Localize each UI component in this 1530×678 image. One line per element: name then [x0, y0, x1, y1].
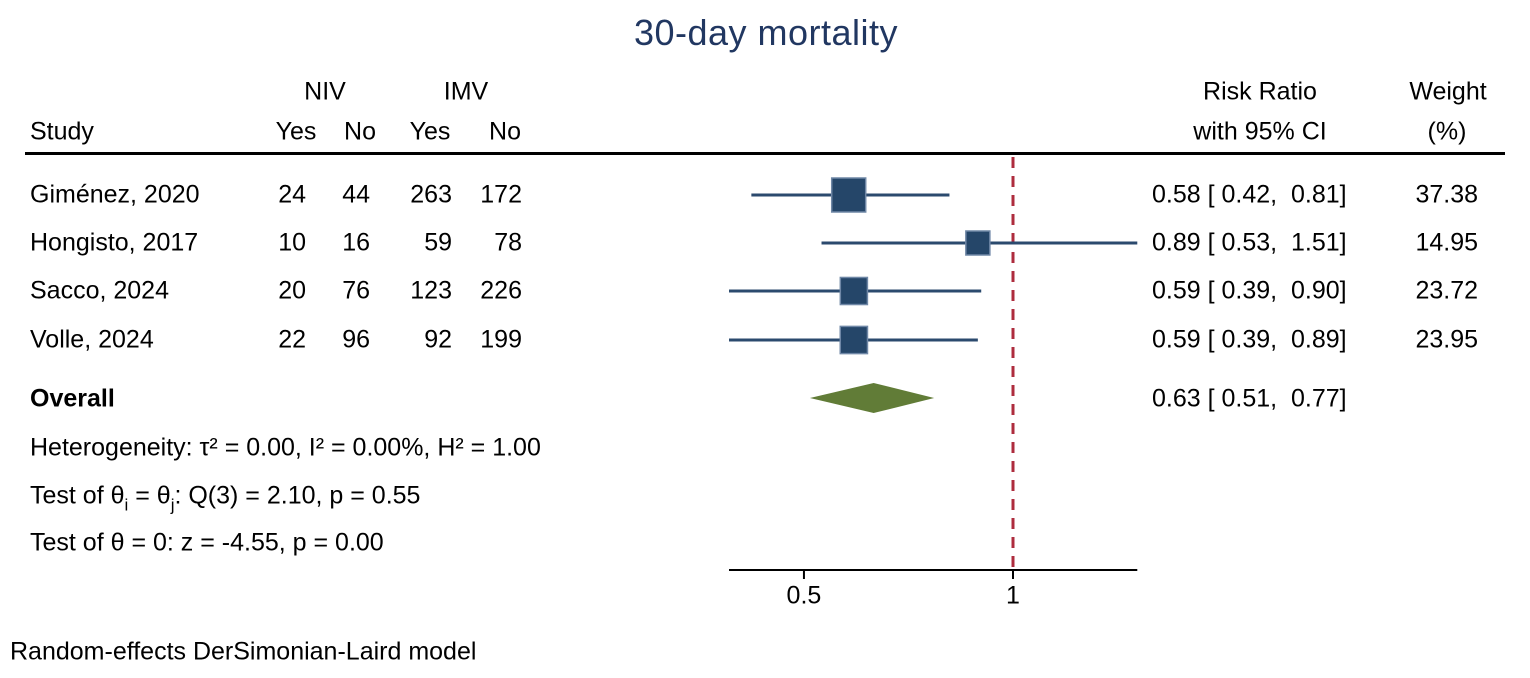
study-count: 76	[342, 276, 370, 305]
overall-label: Overall	[30, 384, 115, 413]
effect-square	[965, 230, 991, 256]
study-weight: 14.95	[1415, 228, 1478, 257]
header-divider	[25, 152, 1505, 155]
theta-subscript-j: j	[170, 495, 175, 515]
study-count: 24	[278, 180, 306, 209]
study-name: Hongisto, 2017	[30, 228, 199, 257]
overall-rr-value: 0.63 [ 0.51, 0.77]	[1152, 384, 1347, 413]
overall-diamond	[809, 383, 935, 413]
study-rr-value: 0.59 [ 0.39, 0.89]	[1152, 325, 1347, 354]
axis-tick-label: 0.5	[786, 581, 822, 610]
study-name: Giménez, 2020	[30, 180, 200, 209]
study-count: 96	[342, 325, 370, 354]
column-header-niv-yes: Yes	[275, 117, 317, 146]
study-count: 59	[424, 228, 452, 257]
axis-tick-label: 1	[1006, 581, 1020, 610]
study-count: 22	[278, 325, 306, 354]
column-header-imv-yes: Yes	[409, 117, 451, 146]
effect-square	[830, 177, 867, 213]
column-header-study: Study	[30, 117, 94, 146]
study-count: 44	[342, 180, 370, 209]
study-weight: 23.72	[1415, 276, 1478, 305]
column-header-weight: Weight	[1409, 77, 1487, 106]
model-note: Random-effects DerSimonian-Laird model	[10, 637, 477, 666]
theta-subscript-i: i	[124, 495, 129, 515]
study-weight: 23.95	[1415, 325, 1478, 354]
column-header-niv-no: No	[344, 117, 376, 146]
effect-square	[839, 276, 869, 306]
study-rr-value: 0.89 [ 0.53, 1.51]	[1152, 228, 1347, 257]
column-header-risk-ratio: Risk Ratio	[1203, 77, 1317, 106]
column-group-imv: IMV	[443, 77, 489, 106]
column-header-ci: with 95% CI	[1193, 117, 1327, 146]
study-count: 20	[278, 276, 306, 305]
study-count: 10	[278, 228, 306, 257]
study-count: 226	[480, 276, 522, 305]
study-count: 92	[424, 325, 452, 354]
study-rr-value: 0.59 [ 0.39, 0.90]	[1152, 276, 1347, 305]
column-group-niv: NIV	[304, 77, 346, 106]
chart-title: 30-day mortality	[633, 12, 899, 53]
heterogeneity-stats: Heterogeneity: τ² = 0.00, I² = 0.00%, H²…	[30, 433, 541, 462]
study-count: 263	[410, 180, 452, 209]
z-test-stats: Test of θ = 0: z = -4.55, p = 0.00	[30, 528, 384, 557]
study-count: 123	[410, 276, 452, 305]
effect-square	[839, 325, 869, 355]
study-name: Volle, 2024	[30, 325, 154, 354]
study-count: 16	[342, 228, 370, 257]
study-count: 172	[480, 180, 522, 209]
study-rr-value: 0.58 [ 0.42, 0.81]	[1152, 180, 1347, 209]
study-weight: 37.38	[1415, 180, 1478, 209]
column-header-imv-no: No	[489, 117, 521, 146]
q-test-stats: Test of θi = θj: Q(3) = 2.10, p = 0.55	[30, 481, 421, 515]
study-count: 199	[480, 325, 522, 354]
study-count: 78	[494, 228, 522, 257]
study-name: Sacco, 2024	[30, 276, 169, 305]
column-header-weight-pct: (%)	[1427, 117, 1467, 146]
